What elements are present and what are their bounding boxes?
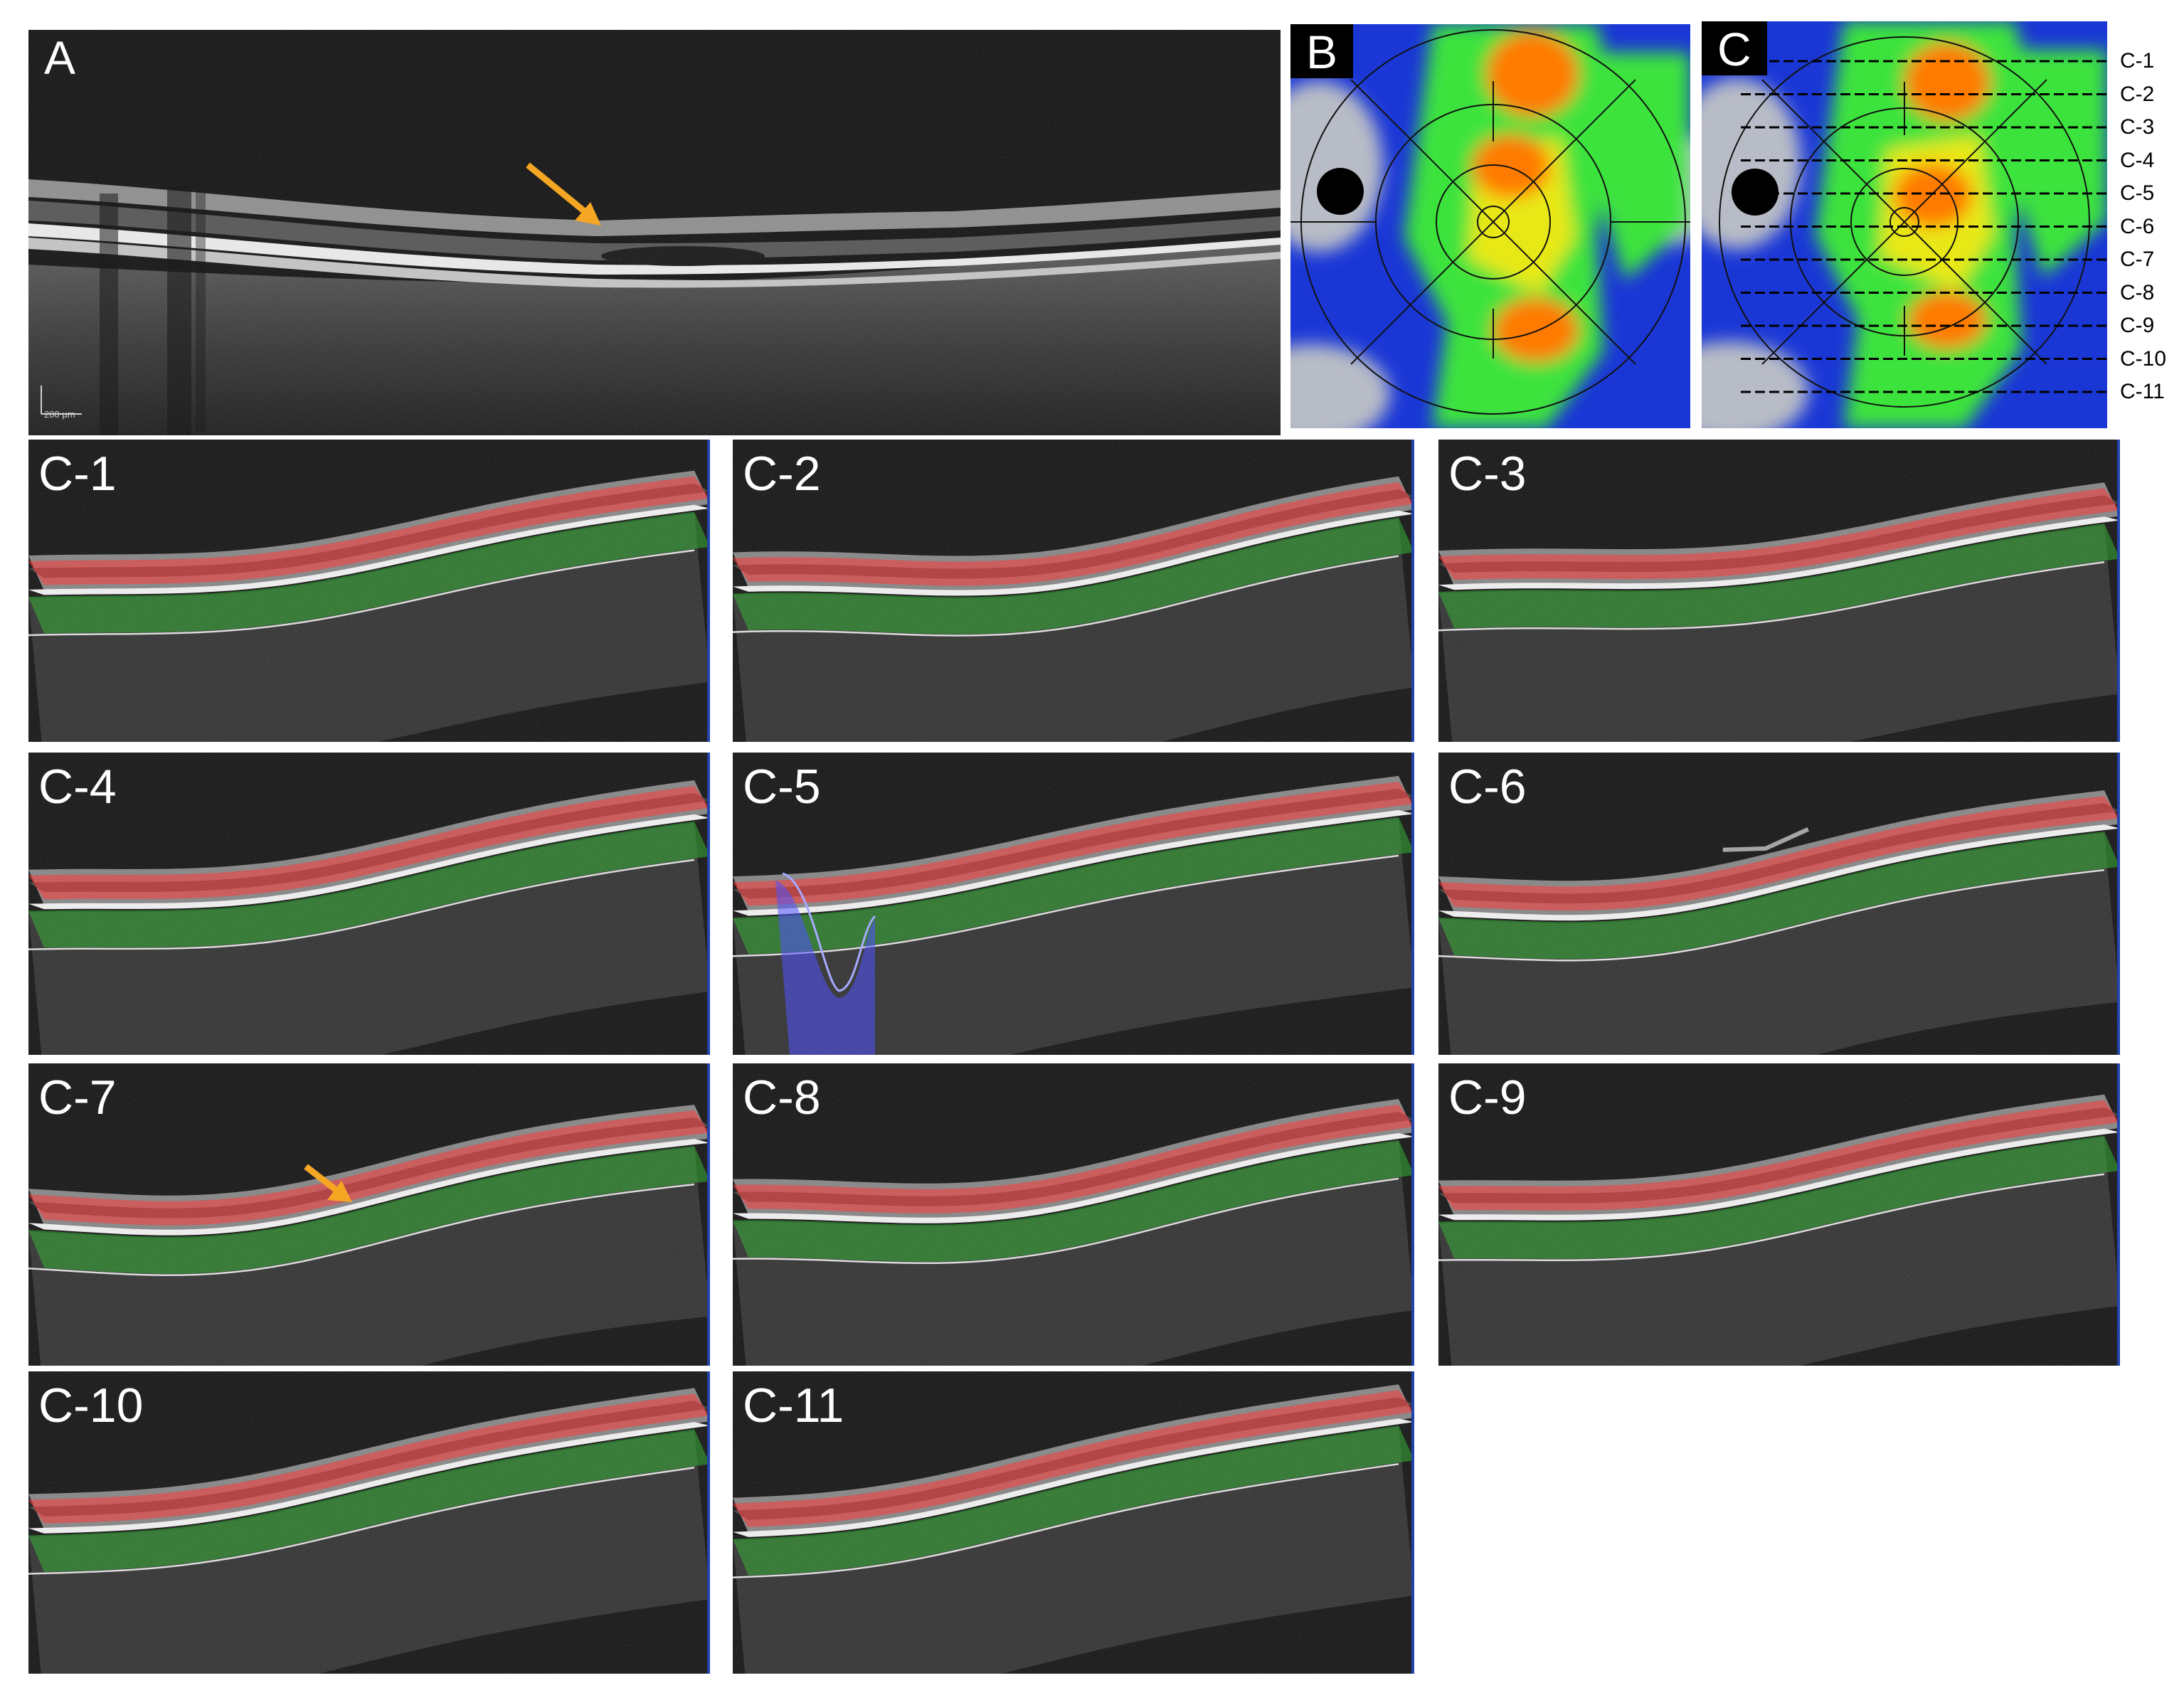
colored-bscan-image [733, 753, 1414, 1055]
scan-panel-label: C-7 [38, 1071, 117, 1125]
thickness-map-panel-c: C [1702, 21, 2107, 428]
colored-bscan-panel: C-8 [733, 1063, 1414, 1366]
scan-panel-label: C-1 [38, 447, 117, 501]
scan-line-label: C-7 [2120, 248, 2155, 271]
scan-line-label: C-4 [2120, 148, 2155, 172]
scan-line-label: C-8 [2120, 280, 2155, 304]
colored-bscan-image [1438, 440, 2120, 742]
panel-label-c: C [1702, 21, 1767, 75]
scan-line-label: C-1 [2120, 49, 2155, 73]
scan-panel-label: C-8 [743, 1071, 821, 1125]
colored-bscan-image [1438, 753, 2120, 1055]
oct-bscan-panel-a: A 200 µm [28, 30, 1281, 435]
panel-label-b: B [1290, 24, 1354, 78]
scan-panel-label: C-6 [1448, 760, 1527, 814]
scan-line-label: C-6 [2120, 214, 2155, 238]
arrow-icon [526, 162, 601, 225]
scan-panel-label: C-5 [743, 760, 821, 814]
thickness-map-c-image [1702, 21, 2107, 428]
scan-line-label: C-11 [2120, 380, 2165, 403]
colored-bscan-panel: C-9 [1438, 1063, 2120, 1366]
colored-bscan-image [733, 1063, 1414, 1366]
thickness-map-b-image [1290, 24, 1690, 428]
colored-bscan-image [1438, 1063, 2120, 1366]
colored-bscan-image [28, 1371, 710, 1674]
scan-panel-label: C-9 [1448, 1071, 1527, 1125]
thickness-map-panel-b: B [1290, 24, 1690, 428]
scan-line-label: C-5 [2120, 181, 2155, 205]
colored-bscan-panel: C-7 [28, 1063, 710, 1366]
scan-panel-label: C-4 [38, 760, 117, 814]
colored-bscan-panel: C-1 [28, 440, 710, 742]
colored-bscan-panel: C-6 [1438, 753, 2120, 1055]
optic-disc-icon [1317, 168, 1364, 215]
colored-bscan-image [733, 440, 1414, 742]
colored-bscan-panel: C-5 [733, 753, 1414, 1055]
colored-bscan-panel: C-3 [1438, 440, 2120, 742]
colored-bscan-panel: C-4 [28, 753, 710, 1055]
scale-bar-label: 200 µm [44, 409, 75, 420]
colored-bscan-image [733, 1371, 1414, 1674]
colored-bscan-image [28, 440, 710, 742]
scan-panel-label: C-11 [743, 1378, 844, 1433]
colored-bscan-panel: C-2 [733, 440, 1414, 742]
colored-bscan-panel: C-10 [28, 1371, 710, 1674]
scan-line-label: C-2 [2120, 82, 2155, 106]
arrow-icon [304, 1164, 352, 1202]
scan-line-label: C-9 [2120, 314, 2155, 337]
scan-panel-label: C-2 [743, 447, 821, 501]
panel-label-a: A [44, 31, 76, 84]
scan-panel-label: C-10 [38, 1378, 144, 1433]
colored-bscan-image [28, 753, 710, 1055]
scan-panel-label: C-3 [1448, 447, 1527, 501]
colored-bscan-panel: C-11 [733, 1371, 1414, 1674]
scan-line-label: C-3 [2120, 115, 2155, 139]
colored-bscan-image [28, 1063, 710, 1366]
optic-disc-icon [1732, 169, 1779, 216]
oct-bscan-a-image [28, 30, 1281, 435]
scan-line-label: C-10 [2120, 346, 2167, 371]
